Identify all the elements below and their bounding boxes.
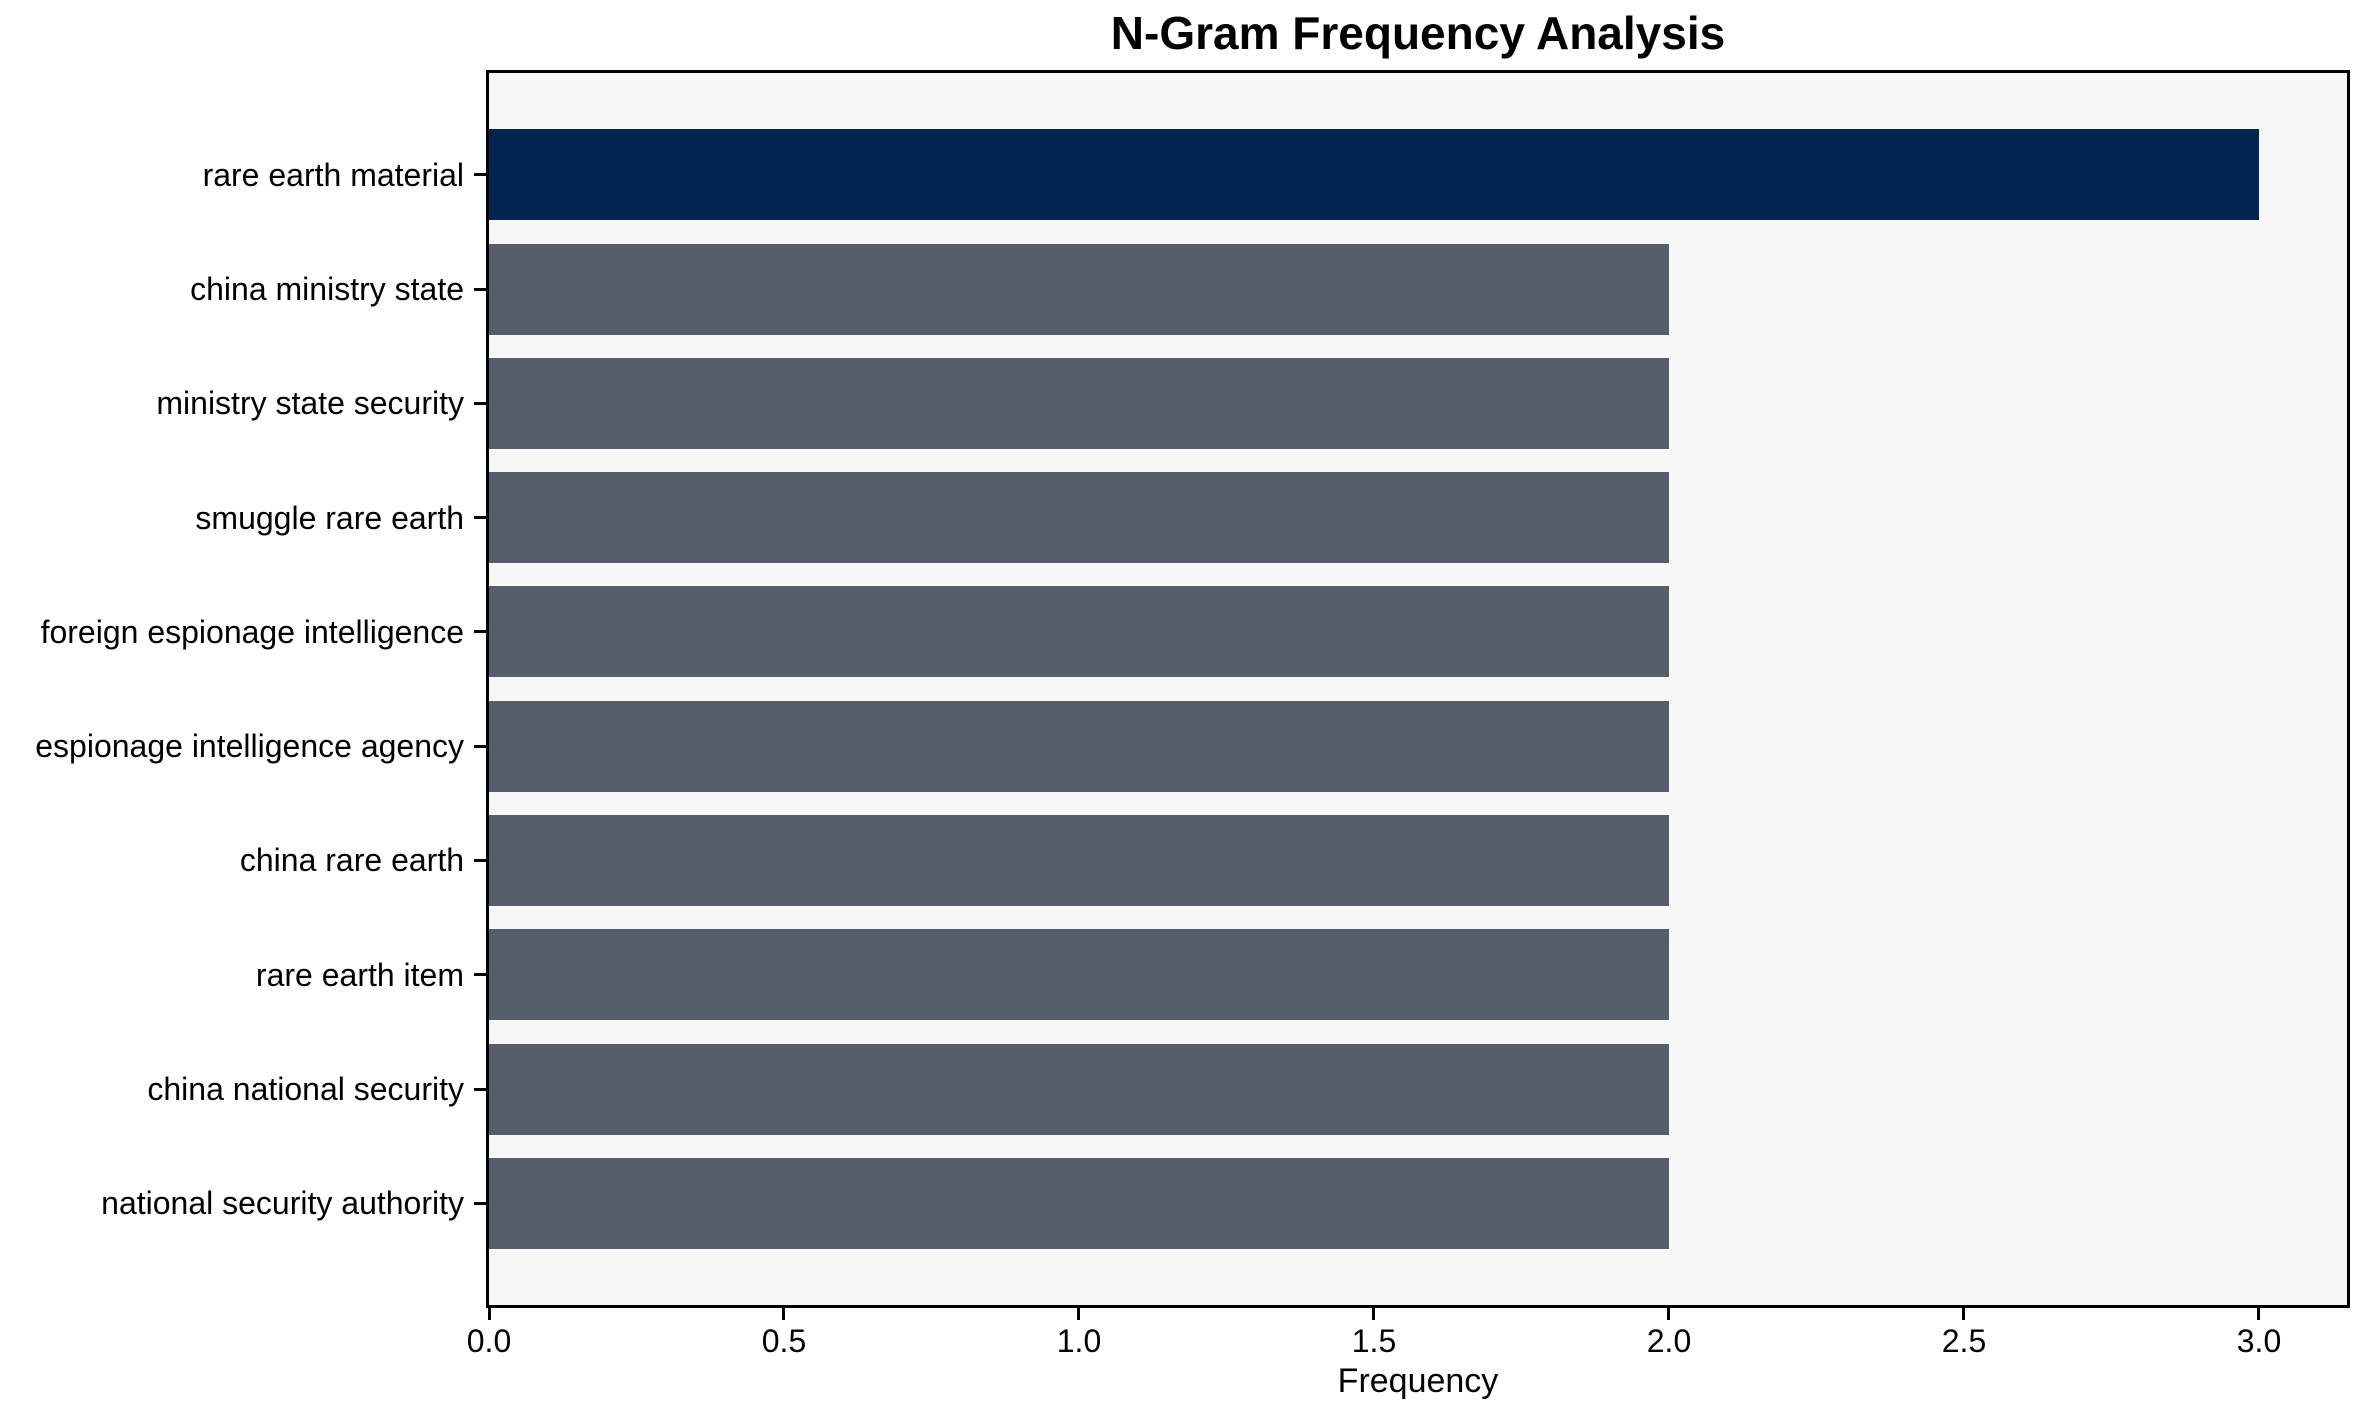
- y-tick-label: rare earth material: [202, 157, 464, 193]
- x-tick-label: 1.5: [1351, 1323, 1397, 1359]
- x-tick-label: 1.0: [1056, 1323, 1102, 1359]
- y-tick-mark: [474, 516, 486, 519]
- y-tick-label: china ministry state: [190, 271, 464, 307]
- chart-title: N-Gram Frequency Analysis: [1110, 7, 1726, 59]
- x-tick-mark: [1077, 1308, 1080, 1320]
- bar: [489, 358, 1669, 449]
- x-tick-label: 2.0: [1646, 1323, 1692, 1359]
- bar: [489, 1044, 1669, 1135]
- bar: [489, 129, 2259, 220]
- bar: [489, 815, 1669, 906]
- plot-area: [486, 70, 2350, 1308]
- bars-layer: [489, 73, 2347, 1305]
- x-tick-label: 3.0: [2236, 1323, 2282, 1359]
- y-tick-mark: [474, 859, 486, 862]
- x-tick-mark: [488, 1308, 491, 1320]
- y-tick-label: national security authority: [101, 1185, 464, 1221]
- y-tick-mark: [474, 1202, 486, 1205]
- bar: [489, 929, 1669, 1020]
- x-tick-mark: [1667, 1308, 1670, 1320]
- y-tick-label: rare earth item: [255, 957, 464, 993]
- y-tick-label: smuggle rare earth: [195, 500, 464, 536]
- bar: [489, 586, 1669, 677]
- y-tick-mark: [474, 630, 486, 633]
- x-tick-mark: [782, 1308, 785, 1320]
- x-tick-label: 0.5: [761, 1323, 807, 1359]
- x-axis-label: Frequency: [1337, 1362, 1499, 1400]
- x-tick-label: 0.0: [466, 1323, 512, 1359]
- y-tick-label: espionage intelligence agency: [35, 728, 464, 764]
- bar: [489, 472, 1669, 563]
- bar: [489, 244, 1669, 335]
- y-tick-mark: [474, 973, 486, 976]
- x-tick-label: 2.5: [1941, 1323, 1987, 1359]
- y-tick-mark: [474, 402, 486, 405]
- y-tick-mark: [474, 745, 486, 748]
- bar: [489, 1158, 1669, 1249]
- x-tick-mark: [1962, 1308, 1965, 1320]
- x-tick-mark: [2257, 1308, 2260, 1320]
- y-tick-mark: [474, 173, 486, 176]
- y-tick-label: china national security: [147, 1071, 464, 1107]
- y-tick-label: ministry state security: [156, 385, 464, 421]
- x-tick-mark: [1372, 1308, 1375, 1320]
- y-tick-label: china rare earth: [239, 842, 464, 878]
- y-tick-label: foreign espionage intelligence: [40, 614, 464, 650]
- y-tick-mark: [474, 1088, 486, 1091]
- bar: [489, 701, 1669, 792]
- y-tick-mark: [474, 288, 486, 291]
